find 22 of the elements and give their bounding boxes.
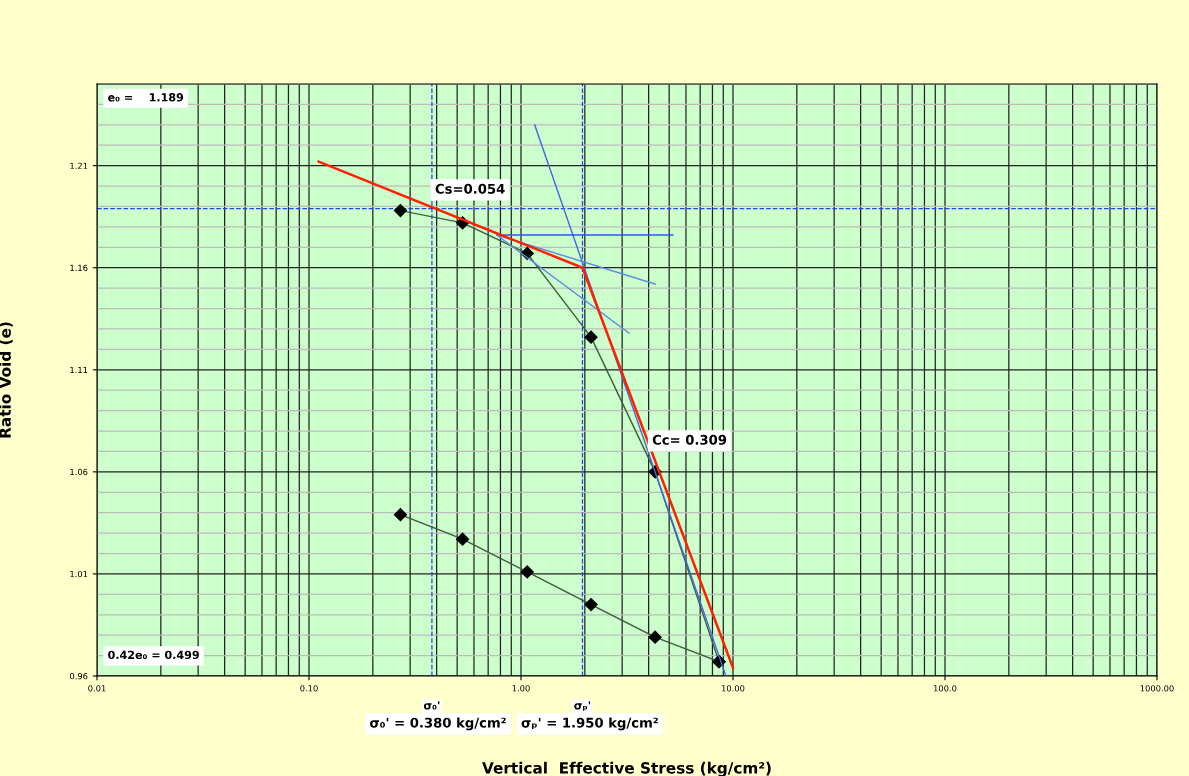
annotation: Cs=0.054 xyxy=(435,183,505,194)
x-tick-label: 0.10 xyxy=(300,685,318,692)
y-axis-title: Ratio Void (e) xyxy=(0,322,13,438)
y-tick-label: 1.11 xyxy=(70,366,88,373)
x-tick-label: 100.0 xyxy=(933,685,957,692)
annotation: 0.42e₀ = 0.499 xyxy=(108,650,199,660)
x-tick-label: 0.01 xyxy=(88,685,106,692)
ref-line-label: σₚ' xyxy=(574,701,591,711)
y-tick-label: 0.96 xyxy=(69,672,88,680)
annotation: e₀ = 1.189 xyxy=(108,93,184,102)
y-tick-label: 1.06 xyxy=(70,468,88,476)
x-tick-label: 1.00 xyxy=(512,685,530,692)
x-axis-title: Vertical Effective Stress (kg/cm²) xyxy=(482,761,771,776)
x-tick-label: 1000.00 xyxy=(1140,685,1174,692)
y-tick-label: 1.16 xyxy=(70,264,88,272)
ref-line-label: σ₀' xyxy=(423,701,440,710)
annotation: Cc= 0.309 xyxy=(652,434,727,445)
x-tick-label: 10.00 xyxy=(721,685,745,692)
text: σₚ' = 1.950 kg/cm² xyxy=(521,717,658,731)
y-tick-label: 1.21 xyxy=(70,162,88,169)
text: σ₀' = 0.380 kg/cm² xyxy=(369,717,506,731)
y-tick-label: 1.01 xyxy=(70,570,88,578)
